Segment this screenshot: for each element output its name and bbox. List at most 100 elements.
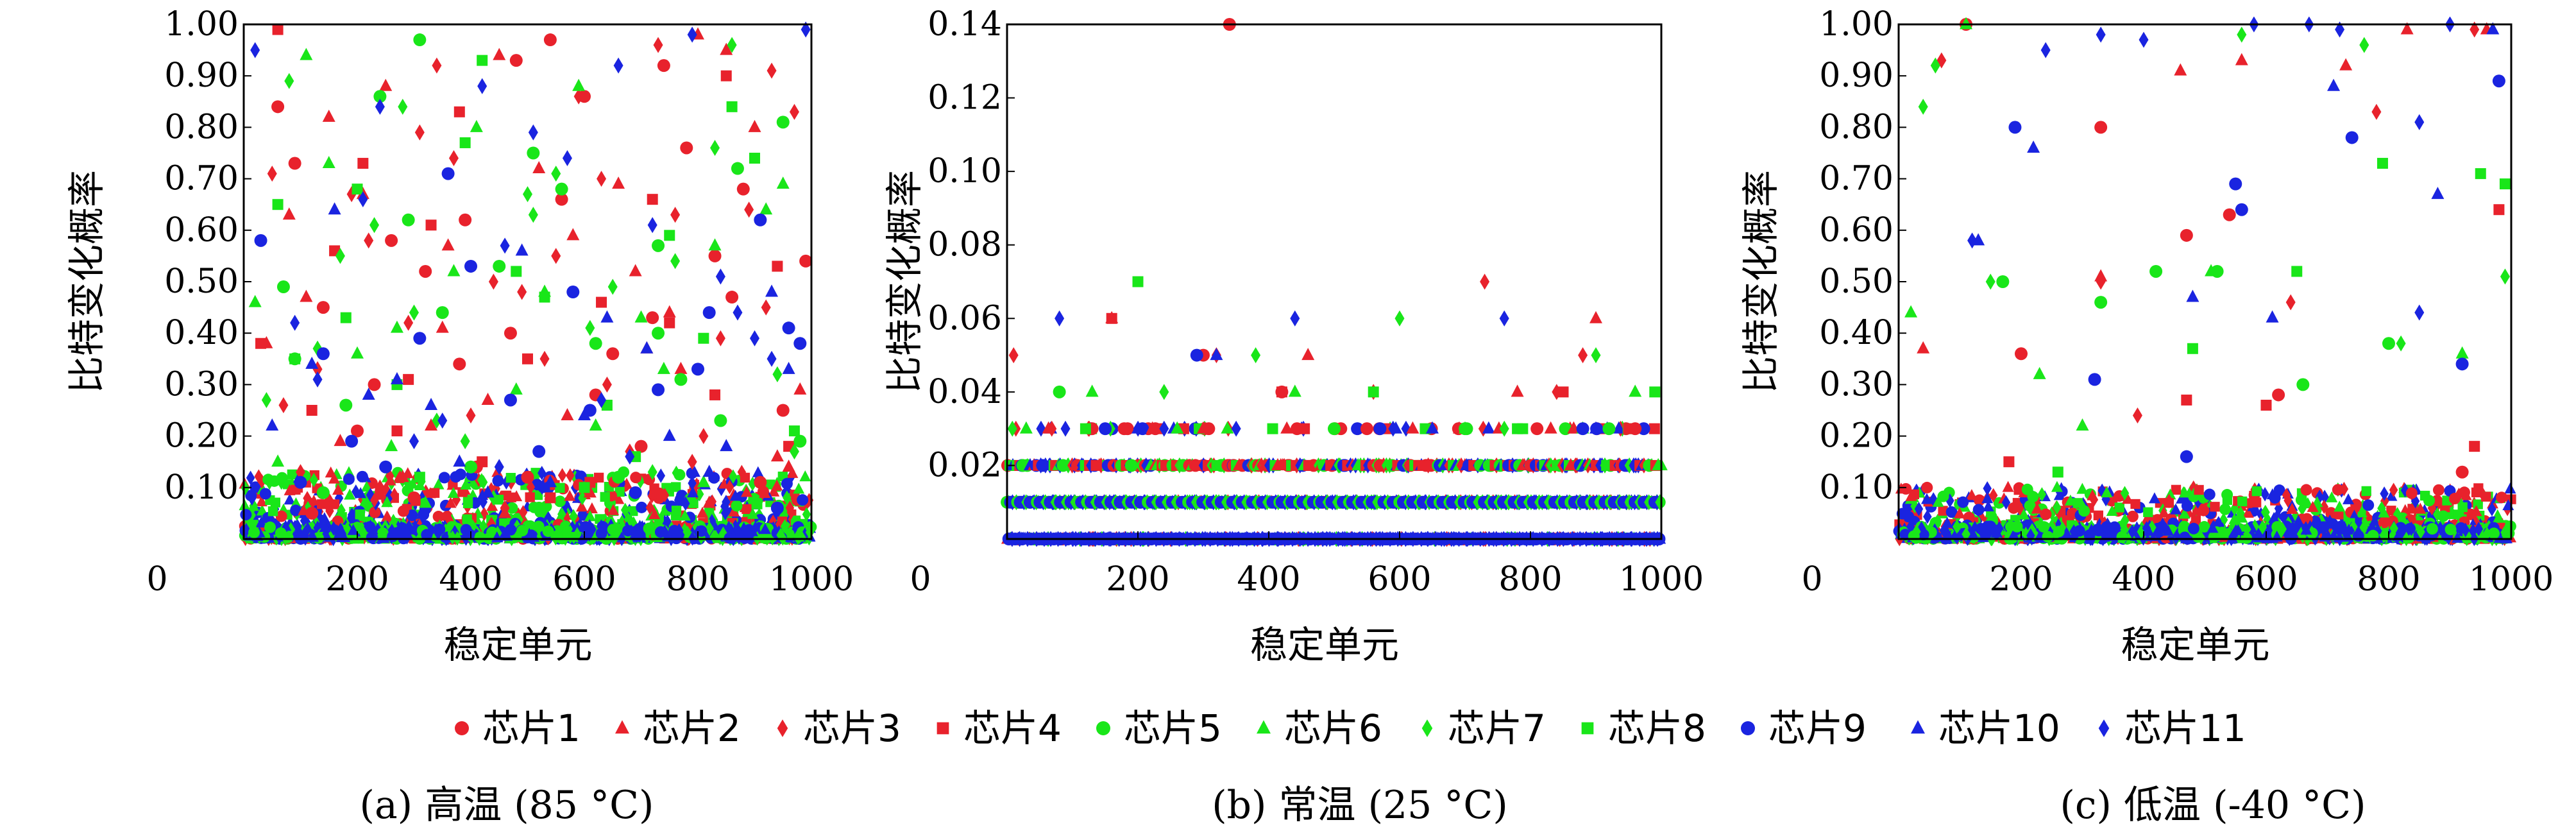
band-marker bbox=[2181, 500, 2193, 512]
band-marker bbox=[2178, 508, 2190, 519]
y-tick-label: 0.50 bbox=[164, 262, 239, 301]
data-point bbox=[647, 217, 657, 234]
band-marker bbox=[429, 488, 440, 498]
data-point bbox=[419, 495, 432, 508]
data-point bbox=[708, 238, 722, 251]
band-marker bbox=[1351, 422, 1364, 436]
data-point bbox=[748, 119, 761, 132]
data-point bbox=[657, 361, 670, 374]
band-marker bbox=[511, 490, 523, 502]
data-point bbox=[271, 100, 285, 114]
band-marker bbox=[1899, 529, 1911, 541]
data-point bbox=[789, 443, 799, 460]
data-point bbox=[509, 54, 523, 67]
band-marker bbox=[542, 525, 554, 537]
band-marker bbox=[2042, 531, 2054, 543]
band-marker bbox=[628, 506, 638, 517]
band-marker bbox=[2282, 488, 2291, 502]
band-marker bbox=[2493, 531, 2505, 543]
data-point bbox=[300, 289, 313, 302]
band-marker bbox=[2251, 486, 2262, 497]
band-marker bbox=[432, 511, 445, 523]
band-marker bbox=[2300, 484, 2312, 496]
data-point bbox=[670, 207, 681, 223]
data-point bbox=[391, 425, 403, 437]
band-marker bbox=[2053, 489, 2065, 500]
data-point bbox=[1511, 384, 1524, 397]
band-marker bbox=[2460, 489, 2472, 500]
band-marker bbox=[586, 502, 598, 513]
band-marker bbox=[2287, 528, 2300, 540]
data-point bbox=[515, 243, 529, 256]
data-point bbox=[709, 389, 721, 400]
band-marker bbox=[2437, 510, 2450, 522]
data-point bbox=[364, 232, 374, 249]
data-point bbox=[702, 465, 716, 477]
band-marker bbox=[705, 521, 714, 536]
x-tick-label: 600 bbox=[1368, 560, 1431, 599]
data-point bbox=[2094, 121, 2108, 134]
band-marker bbox=[2106, 504, 2118, 516]
y-tick-label: 0.04 bbox=[928, 373, 1002, 411]
band-marker bbox=[2040, 508, 2052, 520]
data-point bbox=[2285, 294, 2296, 311]
data-point bbox=[1288, 384, 1301, 397]
data-point bbox=[2015, 347, 2028, 361]
data-point bbox=[754, 213, 767, 226]
data-point bbox=[305, 506, 319, 520]
series-8 bbox=[1080, 276, 1661, 434]
data-point bbox=[646, 311, 659, 325]
data-point bbox=[602, 376, 612, 393]
band-marker bbox=[2385, 490, 2398, 501]
band-marker bbox=[2092, 524, 2104, 536]
band-marker bbox=[1981, 520, 1994, 533]
data-point bbox=[362, 387, 375, 400]
band-marker bbox=[1991, 526, 2003, 538]
band-marker bbox=[2361, 486, 2371, 496]
data-point bbox=[436, 306, 449, 320]
data-point bbox=[278, 397, 289, 413]
band-marker bbox=[728, 505, 740, 517]
data-point bbox=[385, 234, 398, 247]
data-point bbox=[276, 280, 290, 294]
data-point bbox=[316, 347, 330, 361]
band-marker bbox=[2143, 507, 2153, 517]
data-point bbox=[1124, 459, 1138, 472]
band-marker bbox=[2018, 508, 2030, 520]
data-point bbox=[403, 314, 414, 331]
band-marker bbox=[523, 527, 536, 539]
data-point bbox=[767, 350, 777, 367]
y-tick-label: 0.10 bbox=[164, 468, 239, 507]
data-point bbox=[453, 106, 465, 117]
data-point bbox=[562, 150, 572, 167]
band-marker bbox=[564, 490, 576, 501]
band-marker bbox=[607, 504, 620, 515]
band-marker bbox=[1653, 531, 1666, 544]
band-marker bbox=[337, 503, 346, 518]
band-marker bbox=[725, 479, 734, 495]
data-point bbox=[385, 439, 398, 452]
band-marker bbox=[2207, 522, 2219, 533]
band-marker bbox=[2453, 509, 2464, 520]
data-point bbox=[504, 393, 517, 407]
band-marker bbox=[332, 483, 344, 495]
band-marker bbox=[636, 501, 648, 513]
band-marker bbox=[268, 475, 280, 487]
data-point bbox=[1388, 420, 1398, 437]
data-point bbox=[1602, 422, 1616, 436]
data-point bbox=[409, 433, 419, 450]
x-tick-label: 600 bbox=[552, 560, 616, 599]
band-marker bbox=[622, 525, 634, 537]
data-point bbox=[1190, 348, 1203, 362]
band-marker bbox=[2378, 517, 2390, 529]
band-marker bbox=[355, 487, 367, 499]
band-marker bbox=[284, 493, 296, 505]
band-marker bbox=[722, 495, 731, 509]
band-marker bbox=[771, 479, 783, 491]
data-point bbox=[761, 299, 771, 316]
data-point bbox=[504, 327, 517, 340]
data-point bbox=[261, 391, 271, 408]
data-point bbox=[488, 273, 498, 290]
data-point bbox=[1053, 385, 1066, 398]
band-marker bbox=[579, 521, 591, 533]
